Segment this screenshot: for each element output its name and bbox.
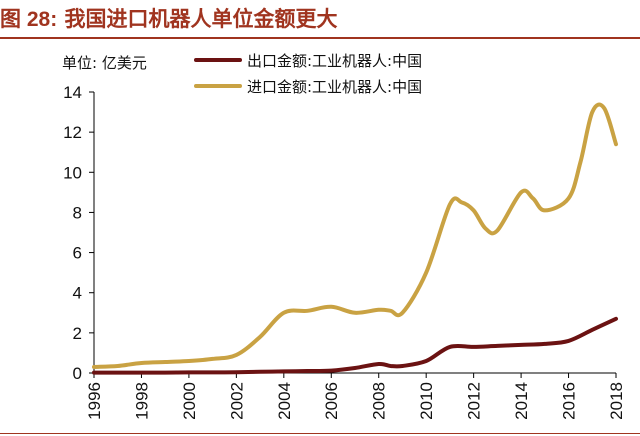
x-tick-label: 2000 — [180, 382, 199, 420]
figure-title-text: 我国进口机器人单位金额更大 — [64, 7, 338, 31]
x-tick-label: 2008 — [370, 382, 389, 420]
x-tick-label: 2018 — [607, 382, 626, 420]
y-tick-label: 14 — [63, 83, 82, 102]
x-tick-label: 2012 — [465, 382, 484, 420]
x-tick-label: 2002 — [227, 382, 246, 420]
x-tick-label: 1998 — [132, 382, 151, 420]
x-tick-label: 2014 — [512, 382, 531, 420]
x-tick-label: 2006 — [322, 382, 341, 420]
bottom-rule — [0, 433, 640, 434]
x-tick-label: 2016 — [559, 382, 578, 420]
figure-number: 图 28: — [0, 8, 58, 31]
title-rule — [0, 37, 640, 39]
y-tick-label: 0 — [73, 364, 82, 383]
legend-item-import-label: 进口金额:工业机器人:中国 — [247, 78, 422, 96]
axes: 0 2 4 6 8 10 12 14 1996 1998 2000 2002 2004 2006 2008 2… — [63, 83, 626, 420]
x-tick-label: 2010 — [417, 382, 436, 420]
y-tick-label: 8 — [73, 203, 82, 222]
x-tick-label: 1996 — [85, 382, 104, 420]
y-tick-label: 2 — [73, 324, 82, 343]
unit-label: 单位: 亿美元 — [62, 54, 147, 72]
y-tick-label: 12 — [63, 123, 82, 142]
y-tick-label: 4 — [73, 284, 82, 303]
series-layer — [92, 102, 618, 375]
legend-item-export-label: 出口金额:工业机器人:中国 — [247, 52, 422, 70]
figure-title: 图 28: 我国进口机器人单位金额更大 — [0, 4, 338, 34]
series-line-import — [92, 102, 618, 369]
series-line-export — [92, 316, 618, 375]
x-tick-label: 2004 — [275, 382, 294, 420]
y-tick-label: 10 — [63, 163, 82, 182]
y-tick-label: 6 — [73, 244, 82, 263]
